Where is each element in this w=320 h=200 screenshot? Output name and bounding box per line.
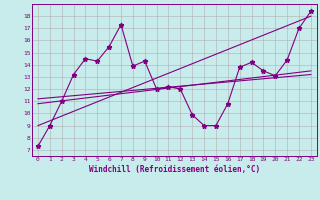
X-axis label: Windchill (Refroidissement éolien,°C): Windchill (Refroidissement éolien,°C) xyxy=(89,165,260,174)
